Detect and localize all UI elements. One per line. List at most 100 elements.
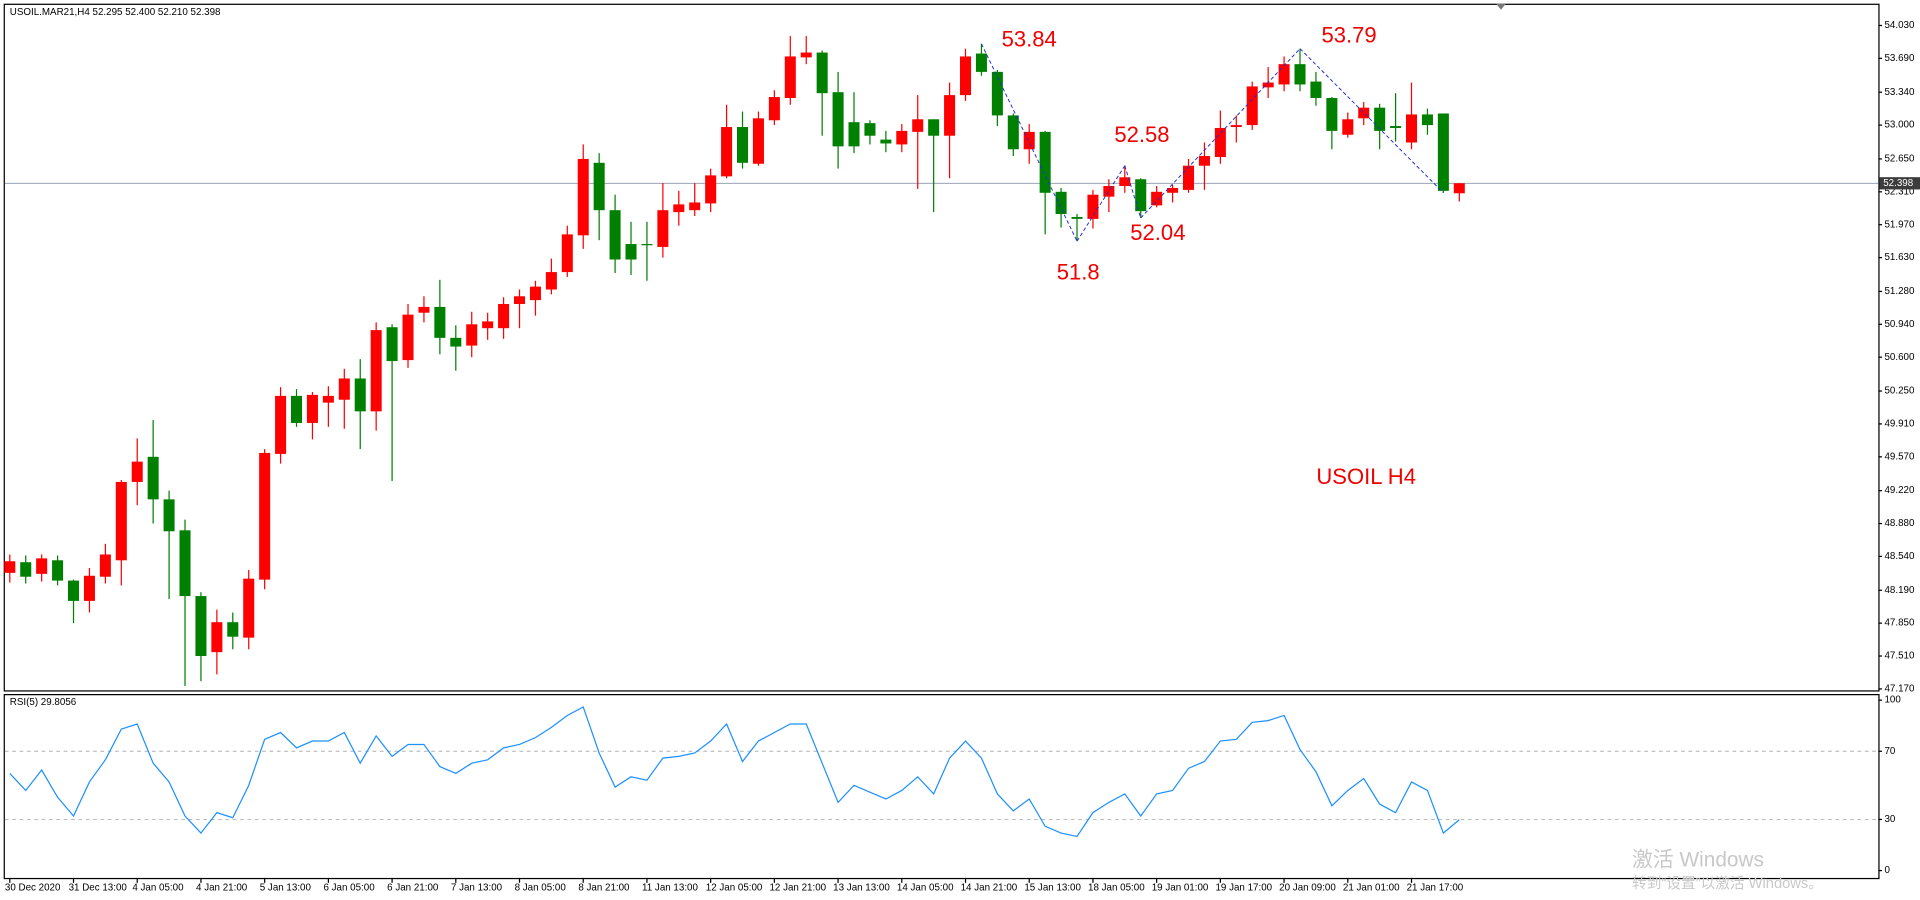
candle-body bbox=[705, 175, 717, 204]
candle-body bbox=[975, 53, 987, 72]
x-tick-label: 4 Jan 21:00 bbox=[196, 882, 248, 893]
candle-body bbox=[386, 327, 398, 362]
candle-body bbox=[768, 97, 780, 121]
candle-body bbox=[1358, 107, 1370, 119]
candle-body bbox=[52, 560, 64, 581]
x-tick-label: 12 Jan 05:00 bbox=[706, 882, 763, 893]
zigzag-line bbox=[1140, 48, 1301, 219]
candle-body bbox=[275, 395, 287, 454]
x-tick-label: 21 Jan 01:00 bbox=[1343, 882, 1400, 893]
x-tick-label: 8 Jan 05:00 bbox=[515, 882, 567, 893]
y-tick-label: 51.970 bbox=[1884, 219, 1915, 230]
y-tick-label: 54.030 bbox=[1884, 20, 1915, 31]
zigzag-line bbox=[1076, 165, 1126, 242]
candle-body bbox=[1182, 165, 1195, 190]
y-tick-label: 53.340 bbox=[1884, 87, 1915, 98]
candle-body bbox=[322, 395, 334, 403]
candle-body bbox=[482, 321, 494, 329]
watermark-title: 激活 Windows bbox=[1632, 848, 1764, 871]
candle-body bbox=[514, 296, 526, 305]
y-tick-label: 70 bbox=[1884, 746, 1895, 757]
candle-body bbox=[816, 52, 828, 94]
y-tick-label: 52.310 bbox=[1884, 186, 1915, 197]
y-tick-label: 0 bbox=[1884, 865, 1890, 876]
x-tick-label: 19 Jan 17:00 bbox=[1215, 882, 1272, 893]
candle-body bbox=[896, 130, 908, 145]
candle-body bbox=[1310, 81, 1322, 99]
candle-body bbox=[291, 395, 303, 423]
candle-body bbox=[1023, 131, 1035, 150]
candle-body bbox=[1007, 115, 1019, 150]
candle-body bbox=[657, 210, 669, 247]
candle-body bbox=[864, 123, 876, 136]
candle-body bbox=[1278, 64, 1290, 85]
x-tick-label: 15 Jan 13:00 bbox=[1024, 882, 1081, 893]
y-tick-label: 47.510 bbox=[1884, 651, 1915, 662]
candle-body bbox=[593, 162, 605, 211]
candle-body bbox=[561, 234, 573, 273]
candle-body bbox=[1039, 131, 1051, 193]
watermark-hint: 转到“设置”以激活 Windows。 bbox=[1632, 875, 1823, 892]
candle-body bbox=[1262, 82, 1274, 88]
candle-body bbox=[991, 71, 1003, 116]
candle-body bbox=[784, 56, 796, 99]
candle-body bbox=[1103, 186, 1115, 197]
x-tick-label: 6 Jan 21:00 bbox=[387, 882, 439, 893]
x-tick-label: 19 Jan 01:00 bbox=[1152, 882, 1209, 893]
x-tick-label: 14 Jan 05:00 bbox=[897, 882, 954, 893]
candle-body bbox=[338, 378, 350, 400]
y-tick-label: 49.220 bbox=[1884, 485, 1915, 496]
annotation: 52.04 bbox=[1130, 220, 1185, 245]
y-tick-label: 50.940 bbox=[1884, 319, 1915, 330]
candle-body bbox=[195, 596, 207, 657]
y-tick-label: 51.630 bbox=[1884, 252, 1915, 263]
candle-body bbox=[1421, 114, 1433, 126]
candle-body bbox=[880, 139, 892, 144]
candle-body bbox=[1198, 156, 1210, 166]
x-tick-label: 14 Jan 21:00 bbox=[961, 882, 1018, 893]
x-tick-label: 5 Jan 13:00 bbox=[260, 882, 312, 893]
x-tick-label: 11 Jan 13:00 bbox=[642, 882, 698, 893]
y-tick-label: 47.850 bbox=[1884, 618, 1915, 629]
y-tick-label: 53.690 bbox=[1884, 53, 1915, 64]
candle-body bbox=[1453, 183, 1465, 194]
candle-body bbox=[115, 481, 127, 561]
candle-body bbox=[36, 558, 48, 574]
x-tick-label: 20 Jan 09:00 bbox=[1279, 882, 1336, 893]
candle-body bbox=[1119, 177, 1131, 187]
x-tick-label: 7 Jan 13:00 bbox=[451, 882, 503, 893]
candle-body bbox=[752, 118, 764, 164]
y-tick-label: 100 bbox=[1884, 695, 1901, 706]
candle-body bbox=[418, 306, 430, 313]
candle-body bbox=[1087, 194, 1099, 219]
rsi-panel-frame bbox=[3, 694, 1880, 880]
candle-body bbox=[1294, 64, 1306, 85]
candle-body bbox=[131, 461, 143, 482]
candle-body bbox=[450, 337, 462, 347]
candle-body bbox=[832, 92, 844, 147]
zigzag-line bbox=[1299, 48, 1444, 194]
candle-body bbox=[68, 580, 80, 601]
candle-body bbox=[928, 119, 940, 136]
candle-body bbox=[147, 456, 159, 500]
y-tick-label: 49.910 bbox=[1884, 419, 1915, 430]
candle-body bbox=[306, 394, 318, 423]
candle-body bbox=[370, 330, 382, 412]
candle-body bbox=[1230, 125, 1242, 128]
x-tick-label: 12 Jan 21:00 bbox=[769, 882, 826, 893]
y-tick-label: 49.570 bbox=[1884, 451, 1915, 462]
candle-body bbox=[20, 562, 32, 577]
candle-body bbox=[721, 127, 733, 177]
x-tick-label: 30 Dec 2020 bbox=[5, 882, 61, 893]
candle-body bbox=[498, 304, 510, 329]
current-price-box bbox=[1879, 177, 1920, 190]
candle-body bbox=[1071, 216, 1083, 219]
rsi-line bbox=[9, 706, 1460, 838]
x-tick-label: 13 Jan 13:00 bbox=[833, 882, 890, 893]
price-panel-frame bbox=[3, 3, 1880, 692]
candle-body bbox=[402, 314, 414, 361]
annotation: 51.8 bbox=[1057, 259, 1100, 284]
candle-body bbox=[673, 204, 685, 213]
